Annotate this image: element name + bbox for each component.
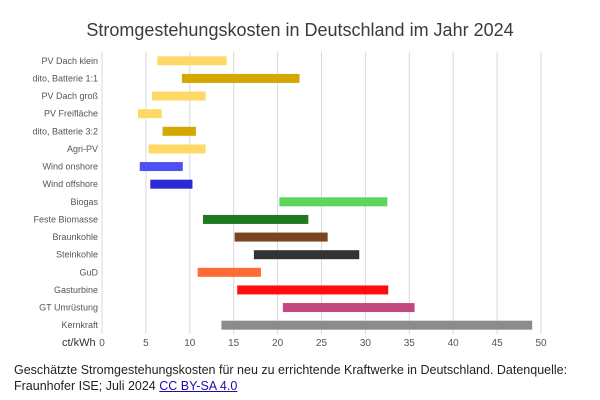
- x-tick-label: 30: [360, 338, 372, 349]
- category-label: Kernkraft: [61, 320, 98, 330]
- category-label: Gasturbine: [54, 285, 98, 295]
- caption-text: Geschätzte Stromgestehungskosten für neu…: [14, 363, 568, 393]
- range-bar: [150, 179, 193, 189]
- x-tick-label: 35: [404, 338, 416, 349]
- range-bar: [279, 197, 388, 207]
- x-tick-label: 0: [99, 338, 105, 349]
- range-bar: [202, 214, 309, 224]
- x-tick-label: 50: [535, 338, 547, 349]
- category-label: Agri-PV: [67, 144, 98, 154]
- chart-title: Stromgestehungskosten in Deutschland im …: [86, 20, 514, 40]
- category-label: Biogas: [70, 197, 98, 207]
- category-label: dito, Batterie 1:1: [32, 73, 98, 83]
- category-label: Wind onshore: [42, 162, 98, 172]
- category-label: Wind offshore: [43, 179, 98, 189]
- license-link[interactable]: CC BY-SA 4.0: [159, 379, 238, 393]
- range-bar: [181, 73, 300, 83]
- category-labels: PV Dach klein dito, Batterie 1:1 PV Dach g…: [32, 56, 98, 330]
- range-bar: [221, 320, 533, 330]
- x-tick-labels: 0 5 10 15 20 25 30 35 40 45 50: [99, 338, 547, 349]
- x-tick-label: 45: [492, 338, 504, 349]
- x-tick-label: 25: [316, 338, 328, 349]
- x-tick-label: 5: [143, 338, 149, 349]
- figure-caption: Geschätzte Stromgestehungskosten für neu…: [14, 362, 589, 394]
- range-bar: [162, 126, 196, 136]
- range-bar: [234, 232, 328, 242]
- range-bar: [237, 285, 389, 295]
- x-tick-label: 40: [448, 338, 460, 349]
- range-bar: [148, 144, 206, 154]
- category-label: dito, Batterie 3:2: [32, 126, 98, 136]
- category-label: Feste Biomasse: [33, 214, 98, 224]
- range-bar: [152, 91, 206, 101]
- x-tick-label: 15: [228, 338, 240, 349]
- category-label: PV Dach groß: [41, 91, 98, 101]
- category-label: GT Umrüstung: [39, 303, 98, 313]
- range-bar: [253, 250, 360, 260]
- x-axis-label: ct/kWh: [62, 337, 96, 349]
- range-bar: [157, 56, 227, 66]
- bars: [137, 56, 533, 330]
- range-bar: [137, 109, 162, 119]
- category-label: GuD: [79, 267, 98, 277]
- x-tick-label: 10: [184, 338, 196, 349]
- range-bar: [282, 303, 415, 313]
- lcoe-range-chart: PV Dach klein dito, Batterie 1:1 PV Dach g…: [32, 52, 547, 349]
- range-bar: [139, 162, 183, 172]
- category-label: PV Dach klein: [41, 56, 98, 66]
- category-label: PV Freifläche: [44, 109, 98, 119]
- category-label: Steinkohle: [56, 250, 98, 260]
- category-label: Braunkohle: [52, 232, 98, 242]
- x-tick-label: 20: [272, 338, 284, 349]
- range-bar: [197, 267, 261, 277]
